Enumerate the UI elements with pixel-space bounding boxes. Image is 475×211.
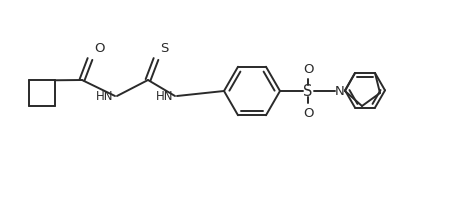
Text: HN: HN <box>95 89 113 103</box>
Text: O: O <box>94 42 104 55</box>
Text: S: S <box>160 42 168 55</box>
Text: S: S <box>304 84 313 99</box>
Text: O: O <box>303 62 313 76</box>
Text: N: N <box>335 84 345 97</box>
Text: HN: HN <box>155 89 173 103</box>
Text: O: O <box>303 107 313 119</box>
